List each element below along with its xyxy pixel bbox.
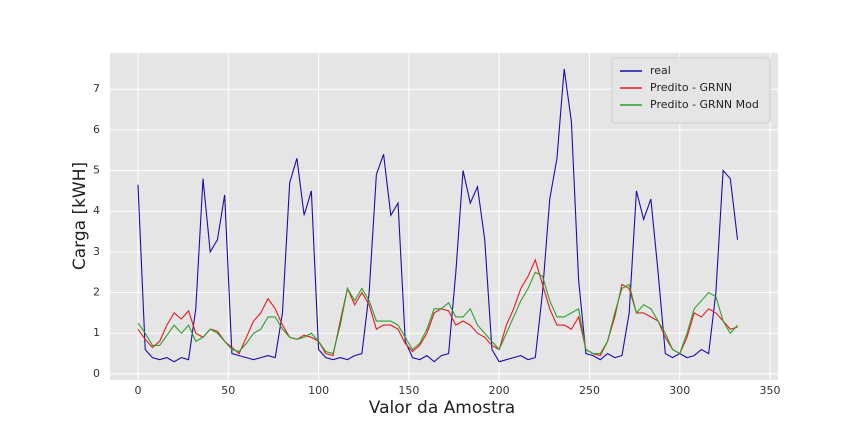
x-tick-label: 150 xyxy=(398,384,419,397)
x-tick-label: 50 xyxy=(221,384,235,397)
y-tick-label: 4 xyxy=(93,204,100,217)
x-tick-label: 350 xyxy=(760,384,781,397)
legend-label: Predito - GRNN xyxy=(650,81,732,94)
y-tick-label: 0 xyxy=(93,367,100,380)
y-tick-label: 5 xyxy=(93,164,100,177)
y-tick-label: 3 xyxy=(93,245,100,258)
series-line xyxy=(137,68,739,363)
legend-box xyxy=(611,57,771,124)
legend-label: Predito - GRNN Mod xyxy=(650,98,759,111)
x-tick-label: 250 xyxy=(579,384,600,397)
y-tick-label: 7 xyxy=(93,82,100,95)
x-tick-label: 200 xyxy=(489,384,510,397)
x-axis-label: Valor da Amostra xyxy=(369,398,515,418)
y-axis-label: Carga [kWH] xyxy=(70,162,90,270)
x-tick-label: 100 xyxy=(308,384,329,397)
series-line xyxy=(137,258,738,357)
y-tick-label: 6 xyxy=(93,123,100,136)
x-tick-label: 0 xyxy=(134,384,141,397)
legend-label: real xyxy=(650,64,671,77)
series-line xyxy=(137,271,738,355)
y-tick-label: 2 xyxy=(93,286,100,299)
x-tick-label: 300 xyxy=(669,384,690,397)
y-tick-label: 1 xyxy=(93,326,100,339)
